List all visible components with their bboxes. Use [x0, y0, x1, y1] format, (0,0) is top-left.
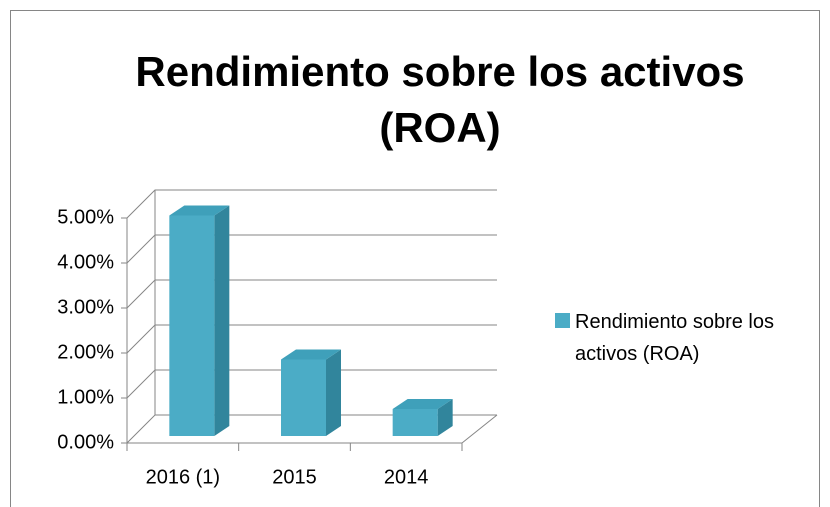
grid-line [126, 369, 497, 399]
x-tick-label: 2015 [272, 466, 317, 488]
bar-front [392, 409, 438, 436]
y-tick-label: 1.00% [57, 386, 114, 408]
chart-title: Rendimiento sobre los activos (ROA) [135, 48, 745, 151]
legend-label: Rendimiento sobre los activos (ROA) [575, 311, 774, 365]
x-tick-label: 2016 (1) [146, 466, 221, 488]
y-tick-label: 0.00% [57, 431, 114, 453]
bar-side [214, 205, 230, 436]
grid-line [126, 414, 497, 444]
y-tick-label: 5.00% [57, 206, 114, 228]
grid-line [126, 189, 497, 219]
grid-line [126, 234, 497, 264]
bar-front [281, 359, 326, 436]
bar [281, 349, 341, 436]
bar-side [326, 349, 341, 436]
legend-swatch [555, 313, 570, 328]
bar [169, 205, 230, 436]
bar-side [437, 399, 453, 436]
y-tick-label: 4.00% [57, 251, 114, 273]
floor-edge [461, 414, 498, 444]
y-tick-label: 3.00% [57, 296, 114, 318]
grid-line [126, 324, 497, 354]
x-tick-label: 2014 [384, 466, 429, 488]
bar [392, 399, 453, 436]
chart-border [10, 10, 820, 507]
grid-line [126, 279, 497, 309]
bar-front [169, 215, 215, 436]
y-tick-label: 2.00% [57, 341, 114, 363]
bar-top [169, 205, 230, 216]
bar-top [392, 399, 453, 409]
bar-top [281, 349, 341, 360]
